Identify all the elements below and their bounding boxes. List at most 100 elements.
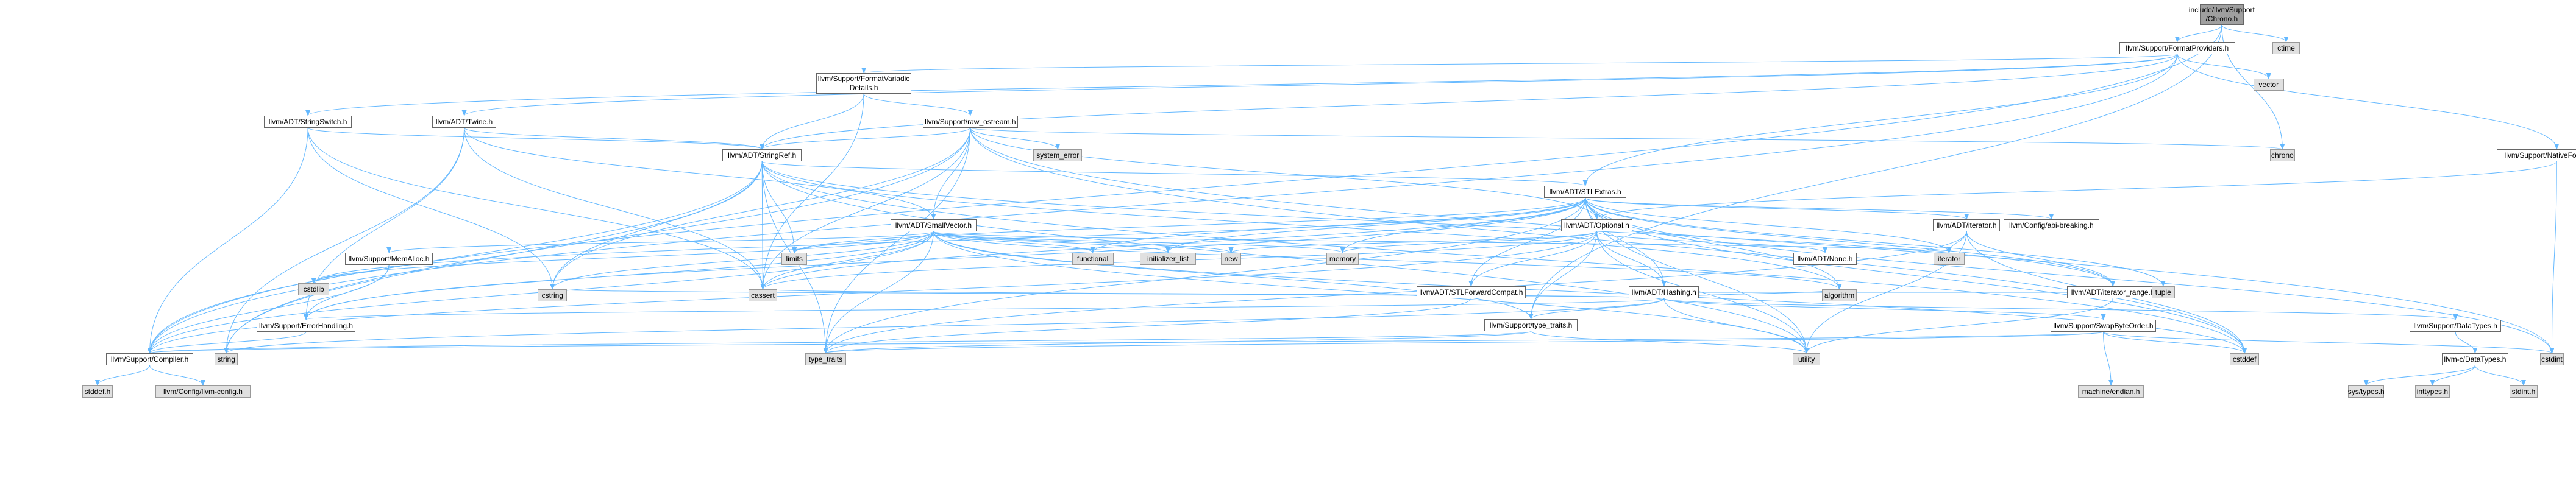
edge-fmtprov-to-compiler xyxy=(147,54,2178,354)
edge-optional-to-hashing xyxy=(1596,231,1667,287)
node-errh[interactable]: llvm/Support/ErrorHandling.h xyxy=(256,320,356,332)
edge-optional-to-none xyxy=(1596,231,1827,253)
node-iteratorsys[interactable]: iterator xyxy=(1934,253,1965,265)
node-vector[interactable]: vector xyxy=(2253,79,2284,91)
node-stlextras[interactable]: llvm/ADT/STLExtras.h xyxy=(1544,186,1627,198)
node-inttypes[interactable]: inttypes.h xyxy=(2414,385,2450,398)
node-tuple[interactable]: tuple xyxy=(2151,286,2175,298)
edge-stlextras-to-limits xyxy=(792,197,1586,253)
node-label: llvm/Support/Compiler.h xyxy=(110,354,189,364)
edge-optional-to-compiler xyxy=(147,231,1597,354)
edge-swapbyte-to-cstddef xyxy=(2103,331,2247,354)
node-machendian[interactable]: machine/endian.h xyxy=(2077,385,2144,398)
node-llvmconfig[interactable]: llvm/Config/llvm-config.h xyxy=(155,385,251,398)
node-label: llvm-c/DataTypes.h xyxy=(2444,354,2507,364)
node-rawos[interactable]: llvm/Support/raw_ostream.h xyxy=(922,116,1019,128)
edge-rawos-to-cstddef xyxy=(970,127,2247,354)
edge-layer xyxy=(95,24,2560,386)
edge-smallvec-to-memalloc xyxy=(386,231,934,253)
node-type_traits[interactable]: type_traits xyxy=(805,353,847,365)
edge-hashing-to-cassert xyxy=(761,289,1665,299)
node-natfmt[interactable]: llvm/Support/NativeFormatting.h xyxy=(2497,149,2576,161)
node-limits[interactable]: limits xyxy=(781,253,808,265)
node-ctime[interactable]: ctime xyxy=(2272,42,2300,54)
node-fmtprov[interactable]: llvm/Support/FormatProviders.h xyxy=(2119,42,2235,54)
node-syserr[interactable]: system_error xyxy=(1033,149,1083,161)
node-smallvec[interactable]: llvm/ADT/SmallVector.h xyxy=(890,219,977,231)
edge-swapbyte-to-machendian xyxy=(2103,331,2114,386)
edge-rawos-to-cstring xyxy=(550,127,971,290)
edge-stlextras-to-cassert xyxy=(760,197,1586,290)
node-cstddef[interactable]: cstddef xyxy=(2230,353,2260,365)
node-functional[interactable]: functional xyxy=(1072,253,1114,265)
node-label: llvm/ADT/None.h xyxy=(1797,254,1853,263)
node-stddef[interactable]: stddef.h xyxy=(82,385,113,398)
edge-rawos-to-smallvec xyxy=(931,127,971,220)
edge-stringref-to-itrange xyxy=(761,161,2115,287)
edge-smallvec-to-typetraits xyxy=(933,231,1534,320)
node-none[interactable]: llvm/ADT/None.h xyxy=(1793,253,1857,265)
node-strswitch[interactable]: llvm/ADT/StringSwitch.h xyxy=(263,116,352,128)
node-itrange[interactable]: llvm/ADT/iterator_range.h xyxy=(2066,286,2159,298)
node-cstdlib[interactable]: cstdlib xyxy=(298,283,329,295)
node-label: functional xyxy=(1076,254,1109,263)
edge-smallvec-to-cstddef xyxy=(933,231,2247,354)
edge-memalloc-to-compiler xyxy=(147,264,390,354)
edge-smallvec-to-initlist xyxy=(933,231,1170,253)
edge-smallvec-to-new xyxy=(933,231,1234,253)
node-cdatatypes[interactable]: llvm-c/DataTypes.h xyxy=(2442,353,2508,365)
node-memory[interactable]: memory xyxy=(1326,253,1359,265)
node-twine[interactable]: llvm/ADT/Twine.h xyxy=(432,116,496,128)
node-optional[interactable]: llvm/ADT/Optional.h xyxy=(1561,219,1632,231)
edge-hashing-to-utility xyxy=(1663,298,1809,354)
edge-errh-to-compiler xyxy=(147,331,307,354)
edge-optional-to-typetraits xyxy=(1528,231,1597,320)
node-hashing[interactable]: llvm/ADT/Hashing.h xyxy=(1629,286,1699,298)
edge-rawos-to-string xyxy=(224,127,971,354)
edge-rawos-to-syserr xyxy=(970,127,1061,150)
node-cstring[interactable]: cstring xyxy=(538,289,568,301)
node-fmtvar[interactable]: llvm/Support/FormatVariadic Details.h xyxy=(816,73,912,94)
node-utility[interactable]: utility xyxy=(1793,353,1821,365)
node-stdint[interactable]: stdint.h xyxy=(2510,385,2538,398)
edge-hashing-to-datatypes xyxy=(1663,298,2458,320)
edge-swapbyte-to-cstdint xyxy=(2103,331,2555,354)
node-algorithm[interactable]: algorithm xyxy=(1821,289,1857,301)
node-memalloc[interactable]: llvm/Support/MemAlloc.h xyxy=(344,253,433,265)
node-cassert[interactable]: cassert xyxy=(748,289,778,301)
edge-stlextras-to-type_traits xyxy=(823,197,1586,354)
node-swapbyte[interactable]: llvm/Support/SwapByteOrder.h xyxy=(2050,320,2157,332)
edge-smallvec-to-errh xyxy=(304,231,934,320)
node-label: llvm/Support/DataTypes.h xyxy=(2413,321,2497,330)
node-new[interactable]: new xyxy=(1221,253,1242,265)
edge-hashing-to-cstring xyxy=(551,289,1665,299)
node-stlfwd[interactable]: llvm/ADT/STLForwardCompat.h xyxy=(1416,286,1526,298)
node-root[interactable]: include/llvm/Support/Chrono.h xyxy=(2189,4,2255,25)
edge-swapbyte-to-type_traits xyxy=(824,331,2104,354)
node-typetraits[interactable]: llvm/Support/type_traits.h xyxy=(1484,319,1578,331)
node-string[interactable]: string xyxy=(215,353,238,365)
edge-fmtprov-to-strswitch xyxy=(305,54,2178,116)
node-chrono[interactable]: chrono xyxy=(2269,149,2296,161)
edge-fmtprov-to-fmtvar xyxy=(862,54,2178,74)
node-abibreak[interactable]: llvm/Config/abi-breaking.h xyxy=(2004,219,2099,231)
edge-hashing-to-swapbyte xyxy=(1663,298,2106,320)
node-iterator[interactable]: llvm/ADT/iterator.h xyxy=(1933,219,2000,231)
node-label: cstdint xyxy=(2541,354,2563,364)
node-label: cstddef xyxy=(2232,354,2257,364)
edge-stlextras-to-functional xyxy=(1090,197,1586,253)
edge-hashing-to-string xyxy=(224,298,1665,354)
node-label: stddef.h xyxy=(84,387,111,396)
node-label: llvm/Support/MemAlloc.h xyxy=(348,254,430,263)
node-compiler[interactable]: llvm/Support/Compiler.h xyxy=(105,353,194,365)
node-datatypes[interactable]: llvm/Support/DataTypes.h xyxy=(2410,320,2502,332)
edge-itrange-to-utility xyxy=(1804,298,2113,354)
node-label: iterator xyxy=(1937,254,1961,263)
node-cstdint[interactable]: cstdint xyxy=(2539,353,2564,365)
node-systypes[interactable]: sys/types.h xyxy=(2348,385,2385,398)
edge-iterator-to-type_traits xyxy=(823,231,1967,354)
node-stringref[interactable]: llvm/ADT/StringRef.h xyxy=(722,149,802,161)
node-initlist[interactable]: initializer_list xyxy=(1140,253,1197,265)
edge-smallvec-to-cstdlib xyxy=(311,231,934,284)
edge-stlextras-to-iteratorsys xyxy=(1585,197,1952,253)
